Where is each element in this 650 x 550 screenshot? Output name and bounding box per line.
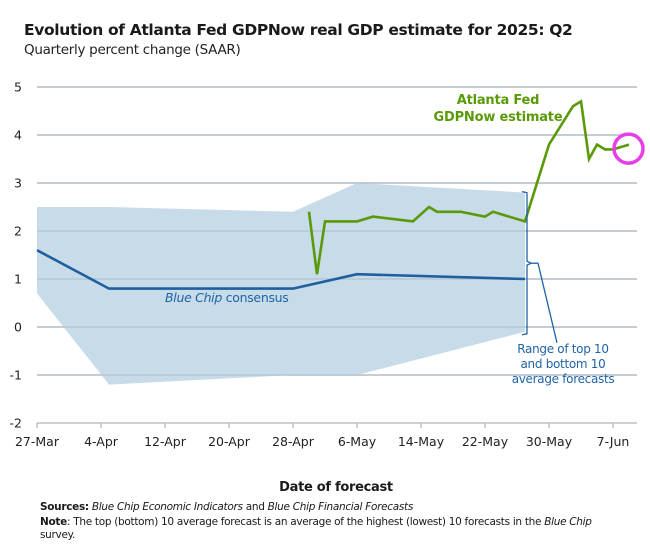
- range-band-label: Range of top 10 and bottom 10 average fo…: [488, 342, 638, 387]
- y-tick-label: -2: [10, 416, 22, 431]
- gdpnow-label-line-2: GDPNow estimate: [433, 110, 563, 125]
- forecast-range-band: [37, 86, 637, 385]
- range-label-line-3: average forecasts: [511, 372, 615, 386]
- sources-and: and: [242, 501, 268, 513]
- highlight-circle: [612, 132, 645, 165]
- y-tick-label: 1: [14, 272, 22, 287]
- x-tick-label: 14-May: [398, 434, 445, 449]
- y-tick-label: 4: [14, 128, 22, 143]
- y-tick-label: 2: [14, 224, 22, 239]
- x-axis: 27-Mar 4-Apr 12-Apr 20-Apr 28-Apr 6-May 14-May…: [15, 422, 637, 449]
- x-tick-label: 7-Jun: [597, 434, 630, 449]
- x-tick-label: 20-Apr: [208, 434, 251, 449]
- y-axis-ticks: -2 -1 0 1 2 3 4 5: [10, 80, 23, 431]
- chart-subtitle: Quarterly percent change (SAAR): [24, 42, 241, 58]
- x-tick-label: 30-May: [526, 434, 573, 449]
- range-label-line-1: Range of top 10: [517, 342, 609, 356]
- y-tick-label: -1: [10, 368, 22, 383]
- range-band-area: [37, 183, 525, 385]
- y-tick-label: 5: [14, 80, 22, 95]
- x-tick-label: 28-Apr: [272, 434, 315, 449]
- gdpnow-label-line-1: Atlanta Fed: [456, 93, 540, 108]
- note-label: Note: [40, 516, 67, 528]
- x-tick-label: 22-May: [462, 434, 509, 449]
- consensus-series-label: Blue Chip consensus: [165, 290, 289, 305]
- note-text: : The top (bottom) 10 average forecast i…: [66, 516, 545, 528]
- x-tick-label: 27-Mar: [15, 434, 60, 449]
- atlanta-fed-gdpnow-estimate-line: [307, 99, 630, 275]
- range-label-line-2: and bottom 10: [520, 357, 606, 371]
- consensus-label-italic: Blue Chip: [165, 290, 222, 305]
- series-lines: [36, 99, 630, 290]
- x-tick-label: 4-Apr: [84, 434, 119, 449]
- y-tick-label: 0: [14, 320, 22, 335]
- source-2: Blue Chip Financial Forecasts: [267, 501, 414, 513]
- x-axis-title: Date of forecast: [279, 480, 393, 495]
- x-tick-label: 6-May: [338, 434, 377, 449]
- note-line: Note: The top (bottom) 10 average foreca…: [40, 516, 600, 542]
- gdpnow-series-label: Atlanta Fed GDPNow estimate: [398, 92, 598, 126]
- sources-line: Sources: Blue Chip Economic Indicators a…: [40, 501, 413, 513]
- chart-title: Evolution of Atlanta Fed GDPNow real GDP…: [24, 21, 573, 39]
- chart-svg: -2 -1 0 1 2 3 4 5 27-Mar 4-Apr 12-Apr 20-Apr 28-Apr…: [10, 80, 645, 449]
- note-italic: Blue Chip: [544, 516, 592, 528]
- source-1: Blue Chip Economic Indicators: [91, 501, 243, 513]
- note-end: survey.: [40, 529, 76, 541]
- consensus-label-text: consensus: [222, 290, 289, 305]
- range-leader-line: [531, 262, 558, 343]
- sources-label: Sources:: [40, 501, 89, 513]
- x-tick-label: 12-Apr: [144, 434, 187, 449]
- range-bracket: [521, 190, 558, 343]
- y-tick-label: 3: [14, 176, 22, 191]
- highlight-marker: [612, 132, 645, 165]
